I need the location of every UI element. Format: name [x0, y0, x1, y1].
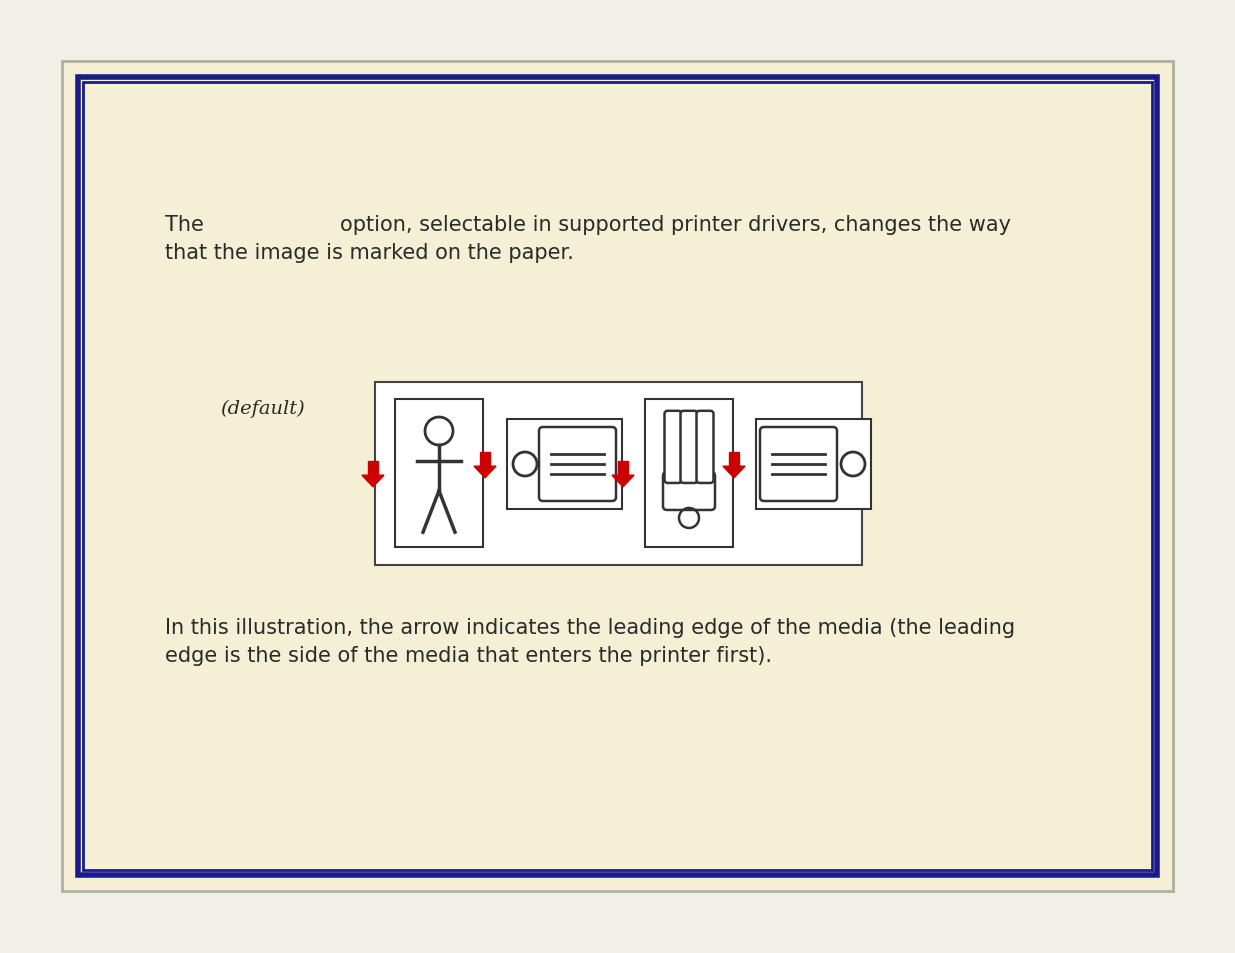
FancyBboxPatch shape	[680, 412, 698, 483]
Bar	[730, 453, 739, 467]
Bar	[480, 453, 489, 467]
Text: edge is the side of the media that enters the printer first).: edge is the side of the media that enter…	[165, 645, 772, 665]
FancyBboxPatch shape	[697, 412, 714, 483]
Bar	[756, 419, 871, 510]
FancyBboxPatch shape	[663, 473, 715, 511]
Polygon shape	[613, 476, 634, 487]
Text: that the image is marked on the paper.: that the image is marked on the paper.	[165, 243, 574, 263]
Bar	[375, 382, 862, 565]
Polygon shape	[474, 467, 496, 478]
Text: The: The	[165, 214, 204, 234]
FancyBboxPatch shape	[760, 428, 837, 501]
Bar	[62, 62, 1173, 891]
Text: (default): (default)	[220, 399, 305, 417]
Bar	[508, 419, 622, 510]
Bar	[395, 399, 483, 547]
Bar	[368, 461, 378, 476]
Polygon shape	[362, 476, 384, 487]
FancyBboxPatch shape	[538, 428, 616, 501]
FancyBboxPatch shape	[664, 412, 682, 483]
Text: In this illustration, the arrow indicates the leading edge of the media (the lea: In this illustration, the arrow indicate…	[165, 618, 1015, 638]
Text: option, selectable in supported printer drivers, changes the way: option, selectable in supported printer …	[340, 214, 1011, 234]
Bar	[645, 399, 734, 547]
Bar	[83, 83, 1152, 870]
Bar	[619, 461, 627, 476]
Polygon shape	[722, 467, 745, 478]
Bar	[78, 78, 1157, 875]
